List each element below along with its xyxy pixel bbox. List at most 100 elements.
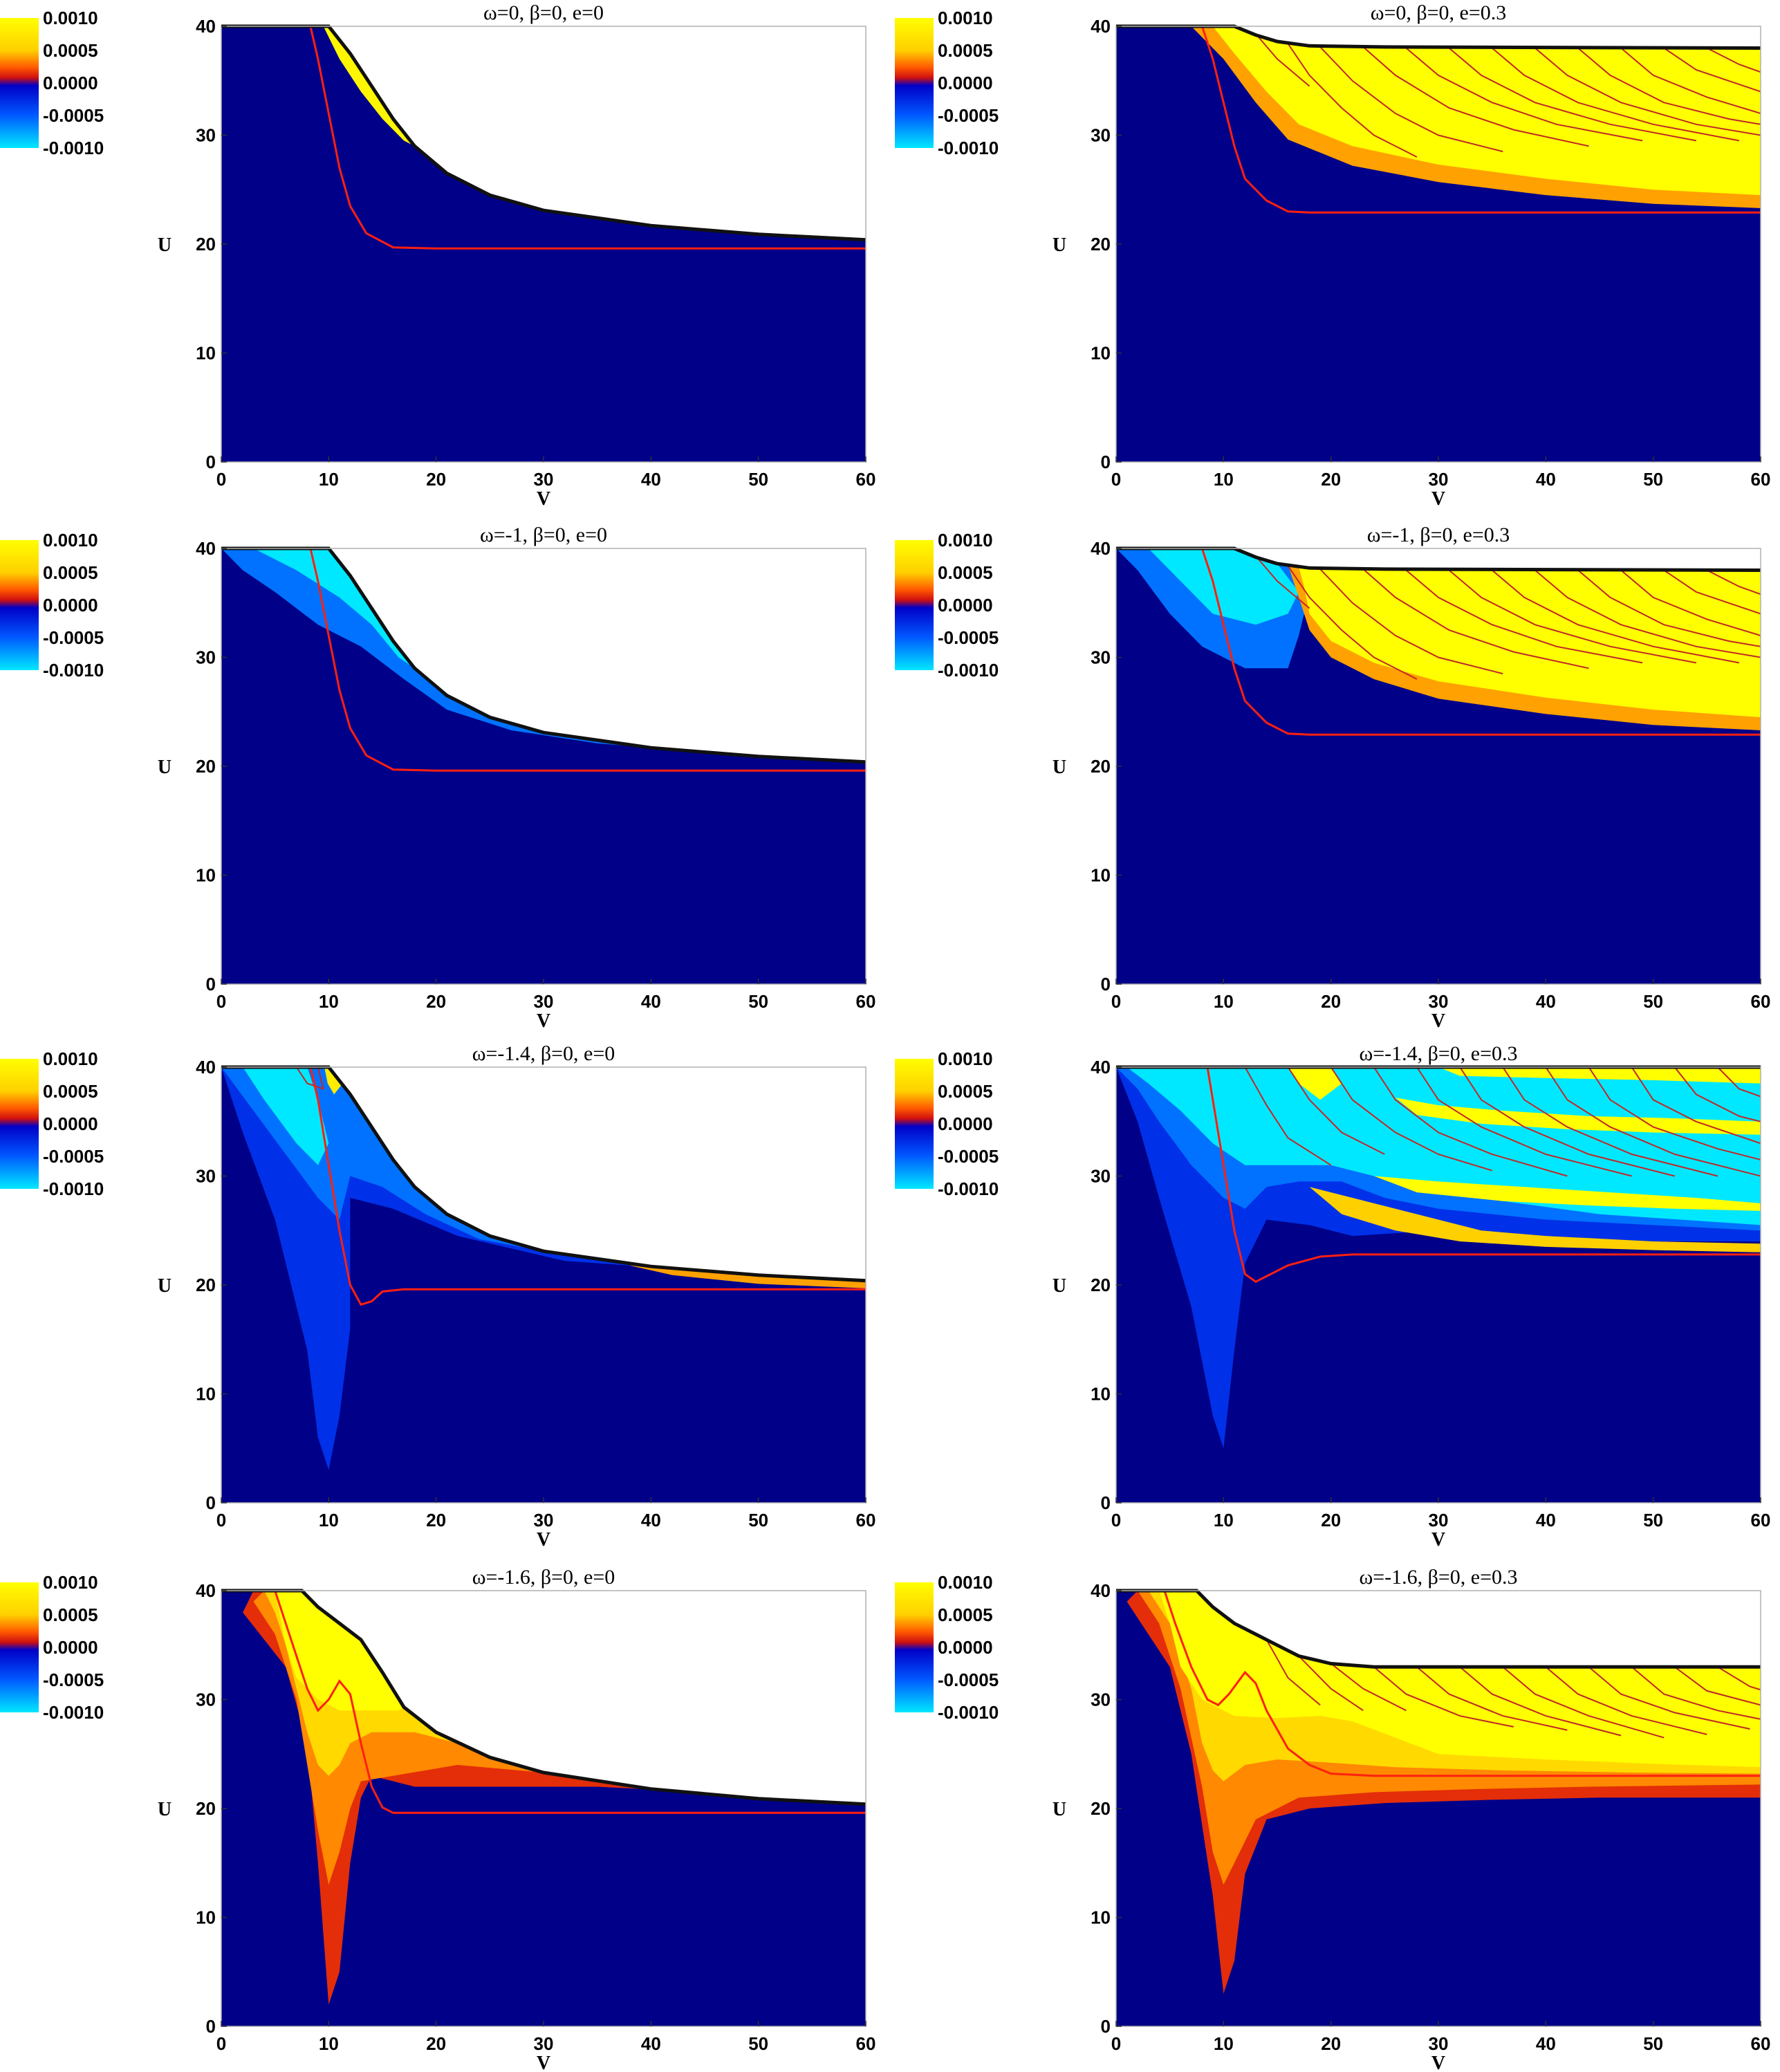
y-axis-label: U: [1053, 757, 1066, 778]
y-tick-label: 10: [1091, 1384, 1111, 1405]
x-tick-label: 60: [856, 991, 876, 1012]
colorbar: 0.0010 0.0005 0.0000 -0.0005 -0.0010: [0, 1048, 104, 1199]
heatmap-band: [1299, 566, 1761, 718]
contour-line: [1588, 1666, 1750, 1730]
colorbar-tick-label: 0.0000: [43, 1637, 98, 1658]
contour-line: [1459, 1666, 1622, 1737]
panel: 0 10 20 30 40 50 60 0 10 20 30 40 V Uω=-1.6, β=0, e=0…: [1053, 1566, 1771, 2072]
y-tick-label: 40: [1091, 538, 1111, 559]
colorbar-tick-label: 0.0005: [938, 1604, 993, 1625]
x-tick-label: 0: [1111, 991, 1121, 1012]
contour-line: [1620, 569, 1761, 636]
contour-line: [1373, 1067, 1568, 1177]
x-tick-label: 30: [534, 991, 554, 1012]
contour-line: [1330, 1067, 1492, 1172]
y-tick-label: 20: [1091, 234, 1111, 255]
y-tick-label: 20: [196, 1798, 216, 1819]
contour-line: [1459, 1067, 1675, 1177]
x-tick-label: 40: [641, 1510, 661, 1530]
colorbar-tick-label: -0.0005: [938, 105, 999, 126]
colorbar-tick-label: -0.0010: [938, 1178, 999, 1199]
contour-line: [1620, 47, 1761, 114]
panel-title: ω=0, β=0, e=0: [483, 1, 604, 24]
x-tick-label: 30: [1429, 991, 1449, 1012]
contour-line: [1405, 47, 1643, 142]
colorbar-tick-label: 0.0010: [938, 1572, 993, 1593]
colorbar-tick-label: 0.0000: [43, 73, 98, 93]
colorbar-tick-label: -0.0005: [43, 1146, 104, 1167]
heatmap-band: [1288, 1067, 1342, 1100]
x-tick-label: 40: [1536, 991, 1556, 1012]
colorbar: 0.0010 0.0005 0.0000 -0.0005 -0.0010: [895, 1048, 999, 1199]
y-tick-label: 30: [1091, 1690, 1111, 1710]
panel: 0 10 20 30 40 50 60 0 10 20 30 40 V Uω=0, β=0, e=0: [158, 1, 876, 510]
x-tick-label: 50: [1643, 2033, 1663, 2054]
y-tick-label: 40: [196, 538, 216, 559]
y-tick-label: 40: [1091, 1580, 1111, 1601]
y-tick-label: 0: [1101, 452, 1111, 472]
panel: 0 10 20 30 40 50 60 0 10 20 30 40 V Uω=0, β=0, e=0.3: [1053, 1, 1771, 510]
contour-line: [1255, 555, 1310, 609]
x-tick-label: 20: [426, 469, 446, 490]
heatmap-band: [313, 26, 415, 147]
panel: 0 10 20 30 40 50 60 0 10 20 30 40 V Uω=-1.4, β=0, e=0: [158, 1042, 876, 1551]
horizon-curve: [1200, 548, 1761, 736]
colorbar-tick-label: -0.0010: [43, 1178, 104, 1199]
x-tick-label: 0: [1111, 469, 1121, 490]
heatmap-field: [1116, 548, 1761, 984]
contour-line: [1492, 569, 1740, 664]
contour-line: [1362, 568, 1589, 669]
colorbar-gradient: [895, 1582, 934, 1712]
x-tick-label: 20: [1321, 1510, 1341, 1530]
panel-title: ω=-1.4, β=0, e=0.3: [1359, 1042, 1517, 1065]
x-tick-label: 60: [1751, 1510, 1771, 1530]
x-tick-label: 30: [1429, 2033, 1449, 2054]
boundary-curve: [1116, 1589, 1761, 1669]
colorbar-gradient: [0, 1059, 39, 1189]
boundary-curve: [221, 1065, 866, 1283]
y-tick-label: 40: [196, 1580, 216, 1601]
x-axis-label: V: [537, 488, 550, 510]
x-tick-label: 50: [748, 469, 768, 490]
y-axis-label: U: [1053, 234, 1066, 256]
horizon-curve: [1200, 26, 1761, 214]
colorbar-gradient: [895, 1059, 934, 1189]
x-tick-label: 0: [1111, 1510, 1121, 1530]
y-tick-label: 0: [1101, 1492, 1111, 1513]
y-tick-label: 30: [196, 1690, 216, 1710]
colorbar-tick-label: 0.0005: [43, 1081, 98, 1102]
x-tick-label: 30: [534, 469, 554, 490]
colorbar-gradient: [0, 540, 39, 670]
contour-line: [1448, 569, 1696, 664]
x-tick-label: 40: [1536, 2033, 1556, 2054]
y-tick-label: 10: [1091, 343, 1111, 364]
y-tick-label: 10: [1091, 1907, 1111, 1928]
x-tick-label: 10: [319, 991, 339, 1012]
panel: 0 10 20 30 40 50 60 0 10 20 30 40 V Uω=-1.4, β=0, e=0…: [1053, 1042, 1771, 1551]
heatmap-band: [1127, 1067, 1761, 1225]
horizon-curve: [1206, 1067, 1761, 1284]
x-tick-label: 30: [1429, 469, 1449, 490]
y-tick-label: 10: [196, 1384, 216, 1405]
x-tick-label: 20: [1321, 2033, 1341, 2054]
contour-line: [1545, 1666, 1707, 1735]
x-tick-label: 20: [1321, 991, 1341, 1012]
x-tick-label: 10: [1214, 2033, 1234, 2054]
heatmap-band: [243, 1067, 329, 1165]
x-tick-label: 10: [1214, 1510, 1234, 1530]
contour-line: [1373, 1666, 1514, 1728]
contour-line: [1255, 33, 1310, 87]
colorbar: 0.0010 0.0005 0.0000 -0.0005 -0.0010: [895, 1572, 999, 1723]
x-tick-label: 10: [319, 1510, 339, 1530]
colorbar-tick-label: 0.0010: [43, 8, 98, 28]
contour-line: [1674, 1067, 1761, 1122]
x-tick-label: 40: [641, 2033, 661, 2054]
contour-line: [1663, 47, 1761, 93]
x-tick-label: 0: [1111, 2033, 1121, 2054]
y-tick-label: 20: [1091, 1275, 1111, 1295]
colorbar-tick-label: 0.0010: [43, 530, 98, 551]
x-axis-label: V: [1431, 1010, 1445, 1032]
y-axis-label: U: [1053, 1275, 1066, 1297]
colorbar-tick-label: -0.0010: [938, 1702, 999, 1723]
heatmap-band: [1373, 1176, 1761, 1211]
